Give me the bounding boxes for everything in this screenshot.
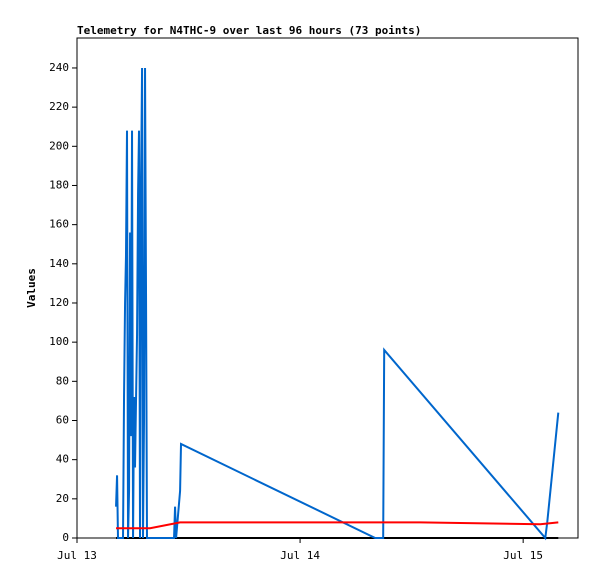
series-line xyxy=(115,67,560,541)
y-tick-label: 240 xyxy=(49,61,69,74)
y-tick-label: 100 xyxy=(49,335,69,348)
y-tick-label: 160 xyxy=(49,218,69,231)
y-tick-label: 220 xyxy=(49,100,69,113)
y-tick-label: 200 xyxy=(49,139,69,152)
y-tick-label: 40 xyxy=(56,453,69,466)
y-tick-label: 140 xyxy=(49,257,69,270)
x-tick-label: Jul 14 xyxy=(280,549,320,562)
y-tick-label: 180 xyxy=(49,178,69,191)
chart-title: Telemetry for N4THC-9 over last 96 hours… xyxy=(77,24,421,37)
y-tick-label: 0 xyxy=(62,531,69,544)
y-tick-label: 120 xyxy=(49,296,69,309)
x-tick-label: Jul 13 xyxy=(57,549,97,562)
y-tick-label: 20 xyxy=(56,492,69,505)
series-line xyxy=(116,521,559,530)
y-tick-label: 60 xyxy=(56,413,69,426)
plot-frame xyxy=(76,37,579,539)
x-tick-label: Jul 15 xyxy=(503,549,543,562)
y-tick-label: 80 xyxy=(56,374,69,387)
y-axis-label: Values xyxy=(25,268,38,308)
